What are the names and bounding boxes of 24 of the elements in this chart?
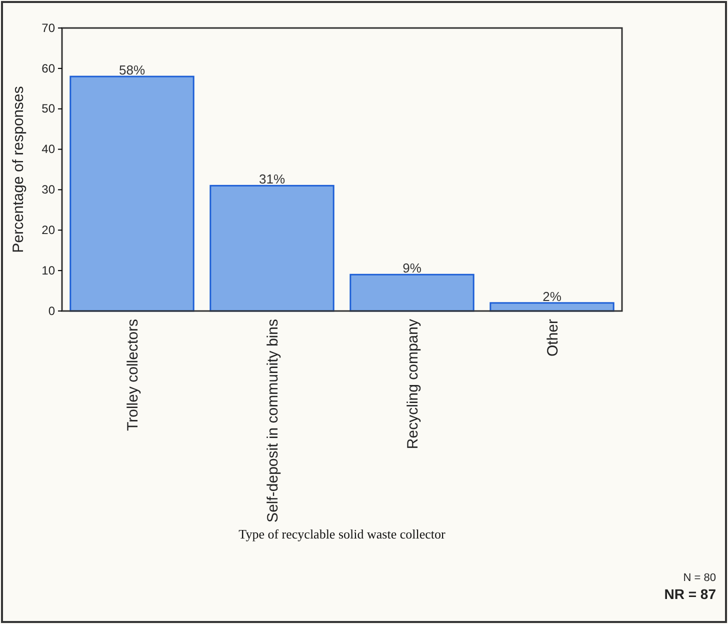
y-tick-label: 60 (42, 61, 56, 76)
x-tick-label: Other (544, 318, 562, 357)
y-tick-label: 20 (42, 222, 56, 237)
x-axis-title: Type of recyclable solid waste collector (238, 526, 446, 542)
y-tick-label: 30 (42, 182, 56, 197)
y-tick-label: 40 (42, 142, 56, 156)
y-tick-label: 50 (42, 102, 56, 116)
x-tick-label: Self-deposit in community bins (264, 319, 282, 522)
bar (70, 76, 194, 312)
text: N = 80 (683, 572, 716, 584)
bar (210, 184, 334, 312)
text: NR = 87 (664, 586, 716, 602)
y-axis-title: Percentage of responses (10, 86, 27, 253)
data-label: 9% (402, 260, 422, 276)
bar (490, 302, 614, 312)
data-label: 2% (542, 288, 562, 304)
y-tick-label: 0 (48, 304, 56, 318)
data-label: 58% (118, 62, 146, 78)
x-tick-label: Recycling company (404, 318, 422, 450)
bar (350, 274, 474, 312)
y-tick-label: 10 (42, 263, 56, 278)
x-tick-label: Trolley collectors (124, 319, 142, 431)
y-tick-label: 70 (42, 20, 56, 35)
data-label: 31% (258, 172, 286, 187)
